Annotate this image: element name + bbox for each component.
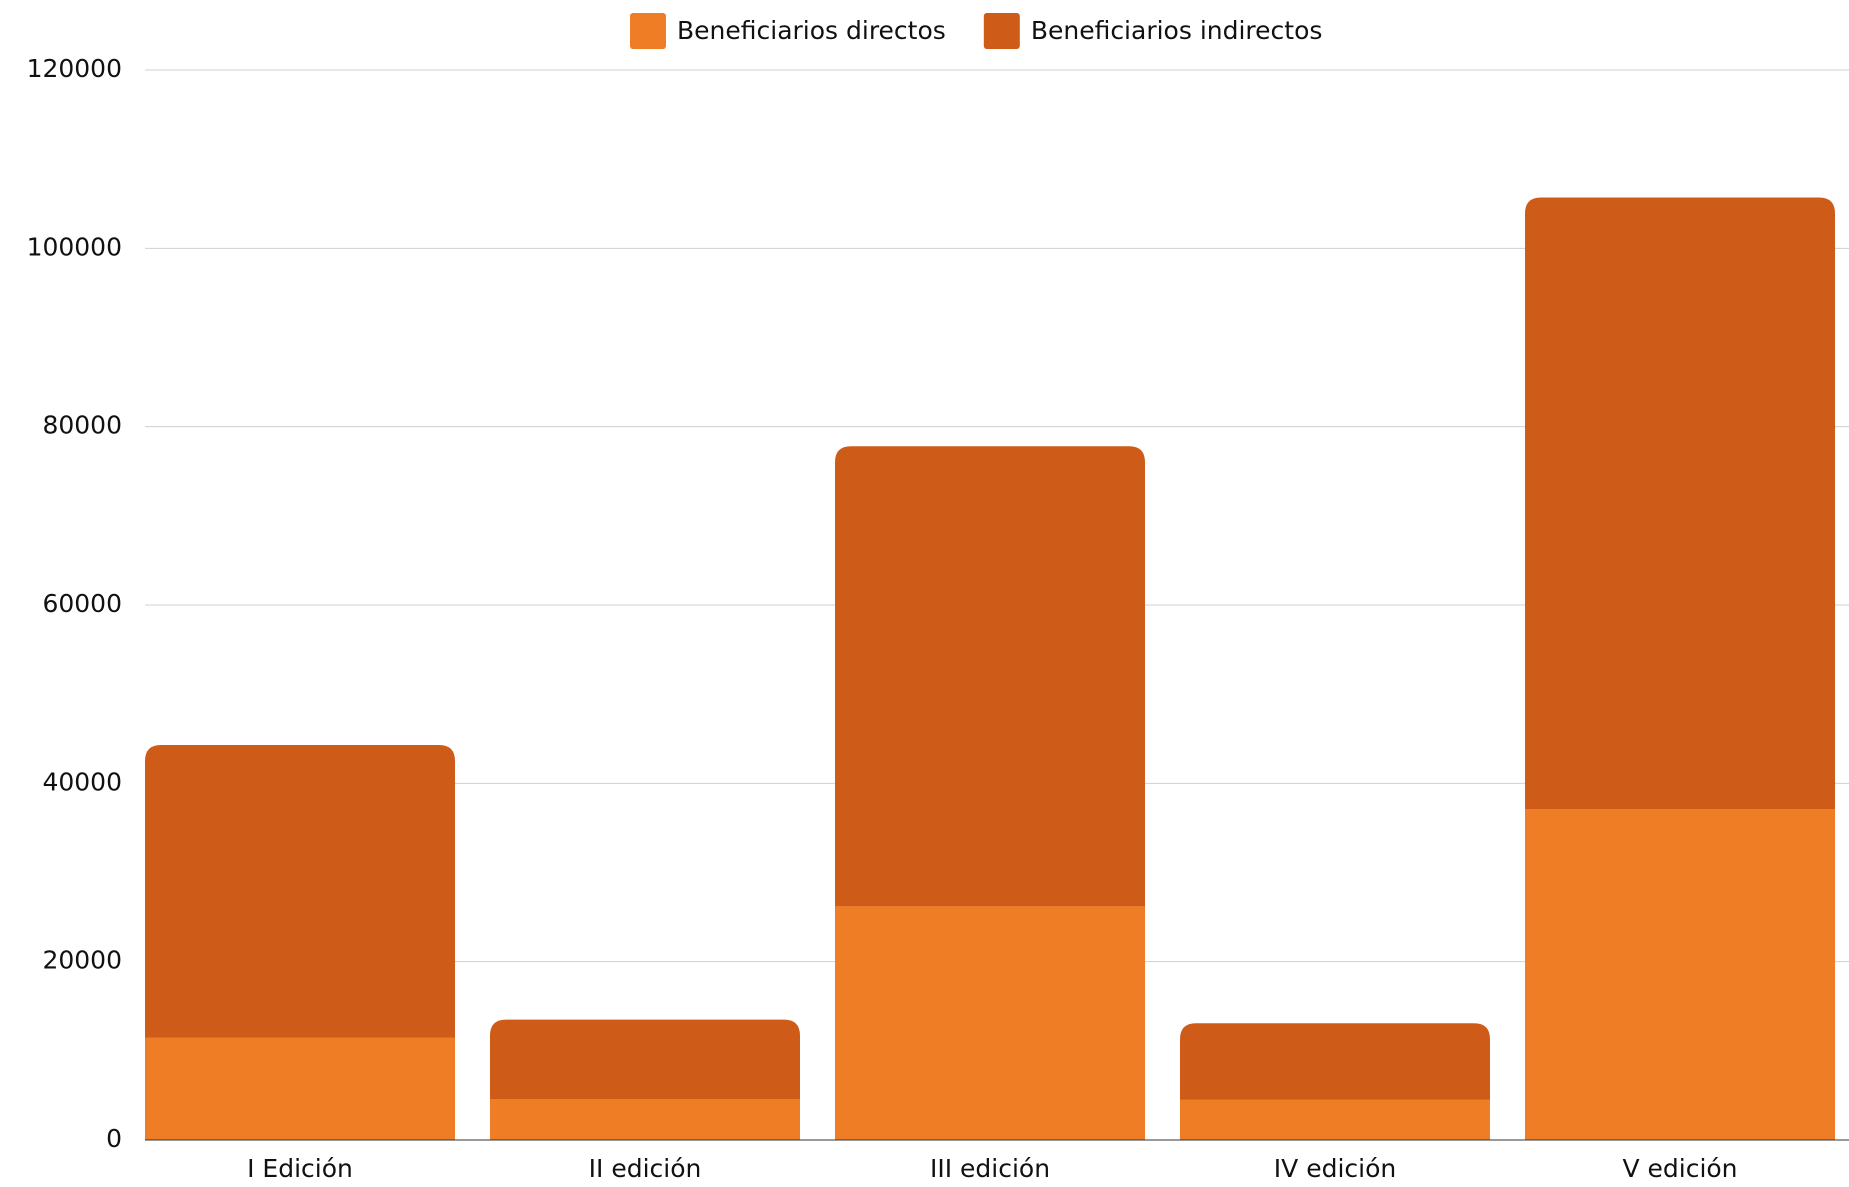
x-tick-label: III edición [930,1154,1050,1183]
legend-swatch [983,13,1020,49]
legend-swatch [630,13,666,49]
bar-segment [1180,1099,1490,1140]
bar-segment [145,1037,455,1140]
legend-label: Beneficiarios indirectos [1031,16,1323,45]
bar-segment [1525,809,1835,1140]
bar-segment [490,1019,800,1099]
y-tick-label: 100000 [27,232,122,261]
legend-label: Beneficiarios directos [677,16,946,45]
bar-segment [835,906,1145,1140]
bar-segment [1180,1023,1490,1100]
y-tick-label: 60000 [42,589,122,618]
bar-segment [1525,197,1835,810]
x-tick-label: V edición [1622,1154,1737,1183]
x-tick-label: IV edición [1274,1154,1396,1183]
y-tick-label: 20000 [42,946,122,975]
bar-segment [145,744,455,1038]
bar-segment [490,1098,800,1140]
y-tick-label: 0 [106,1124,122,1153]
y-tick-label: 40000 [42,767,122,796]
y-tick-label: 80000 [42,411,122,440]
x-tick-label: I Edición [247,1154,353,1183]
bar-segment [835,446,1145,907]
x-tick-label: II edición [589,1154,702,1183]
y-tick-label: 120000 [27,54,122,83]
